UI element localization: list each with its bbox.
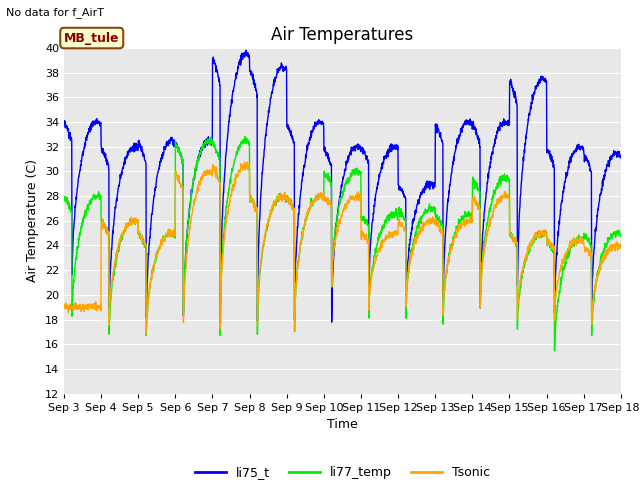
li77_temp — [584, 238, 591, 244]
li75_t — [216, 79, 223, 85]
Y-axis label: Air Temperature (C): Air Temperature (C) — [26, 159, 39, 282]
li77_temp — [504, 176, 512, 182]
li75_t — [371, 196, 379, 202]
Tsonic — [216, 178, 223, 184]
Tsonic — [505, 192, 513, 197]
Tsonic — [143, 331, 150, 336]
li75_t — [617, 155, 625, 161]
li75_t — [216, 326, 224, 332]
X-axis label: Time: Time — [327, 418, 358, 431]
Tsonic — [371, 258, 379, 264]
Tsonic — [241, 159, 248, 165]
li75_t — [568, 151, 576, 156]
li77_temp — [216, 157, 223, 163]
Text: MB_tule: MB_tule — [64, 32, 120, 45]
Legend: li75_t, li77_temp, Tsonic: li75_t, li77_temp, Tsonic — [189, 461, 495, 480]
Text: No data for f_AirT: No data for f_AirT — [6, 7, 104, 18]
li77_temp — [359, 214, 367, 219]
Tsonic — [584, 249, 591, 254]
li77_temp — [371, 252, 379, 258]
li77_temp — [241, 133, 248, 139]
li75_t — [242, 48, 250, 53]
li77_temp — [568, 243, 576, 249]
Tsonic — [568, 237, 576, 243]
Line: li77_temp: li77_temp — [64, 136, 621, 351]
li77_temp — [617, 232, 625, 238]
Tsonic — [617, 241, 625, 247]
li75_t — [584, 157, 591, 163]
li75_t — [359, 151, 367, 157]
Tsonic — [359, 234, 367, 240]
Line: li75_t: li75_t — [64, 50, 621, 329]
li75_t — [60, 118, 68, 124]
li75_t — [505, 122, 513, 128]
Title: Air Temperatures: Air Temperatures — [271, 25, 413, 44]
li77_temp — [550, 348, 558, 354]
Tsonic — [60, 303, 68, 309]
li77_temp — [60, 197, 68, 203]
Line: Tsonic: Tsonic — [64, 162, 621, 334]
